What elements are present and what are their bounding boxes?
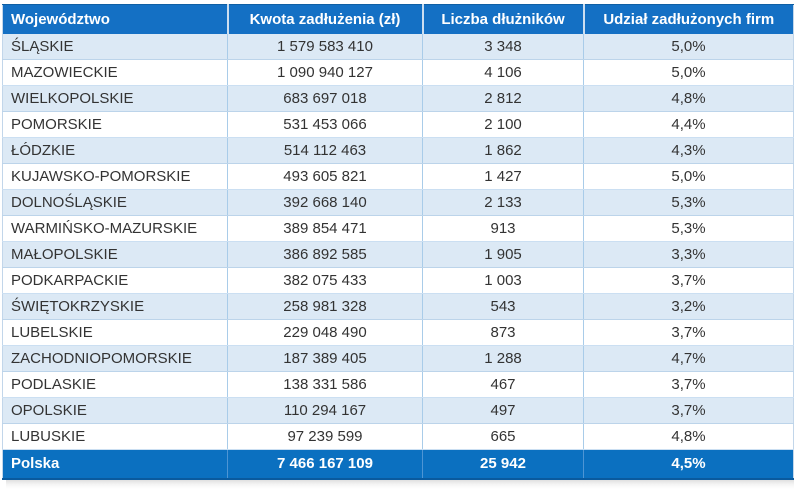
cell-voivodeship: POMORSKIE	[2, 111, 228, 138]
table-footer: Polska 7 466 167 109 25 942 4,5%	[2, 449, 794, 480]
cell-debt: 392 668 140	[227, 189, 423, 216]
cell-debt: 138 331 586	[227, 371, 423, 398]
table-row: LUBUSKIE 97 239 599 665 4,8%	[2, 423, 794, 450]
cell-debt: 229 048 490	[227, 319, 423, 346]
cell-share: 3,7%	[583, 267, 794, 294]
cell-share: 3,7%	[583, 397, 794, 424]
cell-share: 5,0%	[583, 163, 794, 190]
cell-share: 5,0%	[583, 33, 794, 60]
cell-debtors: 1 288	[422, 345, 584, 372]
column-header-voivodeship: Województwo	[2, 4, 228, 34]
total-share: 4,5%	[583, 449, 794, 480]
cell-debtors: 3 348	[422, 33, 584, 60]
table-row: ZACHODNIOPOMORSKIE 187 389 405 1 288 4,7…	[2, 345, 794, 372]
cell-debtors: 913	[422, 215, 584, 242]
table-row: KUJAWSKO-POMORSKIE 493 605 821 1 427 5,0…	[2, 163, 794, 190]
cell-share: 4,7%	[583, 345, 794, 372]
table-row: MAŁOPOLSKIE 386 892 585 1 905 3,3%	[2, 241, 794, 268]
cell-debtors: 2 812	[422, 85, 584, 112]
cell-debt: 97 239 599	[227, 423, 423, 450]
cell-voivodeship: LUBELSKIE	[2, 319, 228, 346]
table-row: ŚWIĘTOKRZYSKIE 258 981 328 543 3,2%	[2, 293, 794, 320]
cell-share: 3,7%	[583, 319, 794, 346]
cell-debt: 1 090 940 127	[227, 59, 423, 86]
cell-voivodeship: MAZOWIECKIE	[2, 59, 228, 86]
cell-voivodeship: LUBUSKIE	[2, 423, 228, 450]
cell-debtors: 1 862	[422, 137, 584, 164]
total-label: Polska	[2, 449, 228, 480]
cell-debt: 258 981 328	[227, 293, 423, 320]
cell-share: 5,0%	[583, 59, 794, 86]
cell-voivodeship: ZACHODNIOPOMORSKIE	[2, 345, 228, 372]
cell-voivodeship: PODKARPACKIE	[2, 267, 228, 294]
table-row: MAZOWIECKIE 1 090 940 127 4 106 5,0%	[2, 59, 794, 86]
cell-debt: 187 389 405	[227, 345, 423, 372]
cell-debt: 389 854 471	[227, 215, 423, 242]
cell-voivodeship: OPOLSKIE	[2, 397, 228, 424]
header-row: Województwo Kwota zadłużenia (zł) Liczba…	[2, 4, 794, 34]
table-row: PODKARPACKIE 382 075 433 1 003 3,7%	[2, 267, 794, 294]
cell-voivodeship: PODLASKIE	[2, 371, 228, 398]
cell-share: 3,3%	[583, 241, 794, 268]
cell-debtors: 665	[422, 423, 584, 450]
cell-debt: 382 075 433	[227, 267, 423, 294]
cell-voivodeship: WIELKOPOLSKIE	[2, 85, 228, 112]
table-row: POMORSKIE 531 453 066 2 100 4,4%	[2, 111, 794, 138]
cell-share: 4,8%	[583, 423, 794, 450]
cell-debt: 1 579 583 410	[227, 33, 423, 60]
table-row: ŚLĄSKIE 1 579 583 410 3 348 5,0%	[2, 33, 794, 60]
cell-share: 5,3%	[583, 215, 794, 242]
cell-voivodeship: KUJAWSKO-POMORSKIE	[2, 163, 228, 190]
cell-share: 4,4%	[583, 111, 794, 138]
cell-debtors: 497	[422, 397, 584, 424]
cell-debtors: 543	[422, 293, 584, 320]
cell-debt: 493 605 821	[227, 163, 423, 190]
cell-debt: 386 892 585	[227, 241, 423, 268]
cell-voivodeship: ŚLĄSKIE	[2, 33, 228, 60]
table-body: ŚLĄSKIE 1 579 583 410 3 348 5,0% MAZOWIE…	[2, 33, 794, 450]
cell-debtors: 467	[422, 371, 584, 398]
cell-debt: 110 294 167	[227, 397, 423, 424]
total-row: Polska 7 466 167 109 25 942 4,5%	[2, 449, 794, 480]
cell-debtors: 1 905	[422, 241, 584, 268]
table-row: DOLNOŚLĄSKIE 392 668 140 2 133 5,3%	[2, 189, 794, 216]
cell-debtors: 4 106	[422, 59, 584, 86]
column-header-debt-amount: Kwota zadłużenia (zł)	[226, 4, 423, 34]
table-row: ŁÓDZKIE 514 112 463 1 862 4,3%	[2, 137, 794, 164]
cell-voivodeship: ŁÓDZKIE	[2, 137, 228, 164]
cell-share: 4,3%	[583, 137, 794, 164]
cell-voivodeship: DOLNOŚLĄSKIE	[2, 189, 228, 216]
table-row: WIELKOPOLSKIE 683 697 018 2 812 4,8%	[2, 85, 794, 112]
table-header: Województwo Kwota zadłużenia (zł) Liczba…	[2, 4, 794, 34]
cell-debtors: 1 427	[422, 163, 584, 190]
cell-debt: 683 697 018	[227, 85, 423, 112]
column-header-debtor-count: Liczba dłużników	[421, 4, 584, 34]
column-header-indebted-share: Udział zadłużonych firm	[582, 4, 794, 34]
table-row: PODLASKIE 138 331 586 467 3,7%	[2, 371, 794, 398]
cell-debtors: 2 100	[422, 111, 584, 138]
total-debtors: 25 942	[422, 449, 584, 480]
cell-share: 3,2%	[583, 293, 794, 320]
cell-debtors: 873	[422, 319, 584, 346]
total-debt: 7 466 167 109	[227, 449, 423, 480]
table-row: WARMIŃSKO-MAZURSKIE 389 854 471 913 5,3%	[2, 215, 794, 242]
cell-debtors: 1 003	[422, 267, 584, 294]
cell-share: 3,7%	[583, 371, 794, 398]
table-row: LUBELSKIE 229 048 490 873 3,7%	[2, 319, 794, 346]
cell-debtors: 2 133	[422, 189, 584, 216]
table-drop-shadow	[6, 479, 794, 489]
cell-voivodeship: MAŁOPOLSKIE	[2, 241, 228, 268]
cell-voivodeship: WARMIŃSKO-MAZURSKIE	[2, 215, 228, 242]
cell-debt: 514 112 463	[227, 137, 423, 164]
cell-share: 5,3%	[583, 189, 794, 216]
cell-share: 4,8%	[583, 85, 794, 112]
voivodeship-debt-table: Województwo Kwota zadłużenia (zł) Liczba…	[2, 4, 794, 480]
table-row: OPOLSKIE 110 294 167 497 3,7%	[2, 397, 794, 424]
cell-voivodeship: ŚWIĘTOKRZYSKIE	[2, 293, 228, 320]
cell-debt: 531 453 066	[227, 111, 423, 138]
